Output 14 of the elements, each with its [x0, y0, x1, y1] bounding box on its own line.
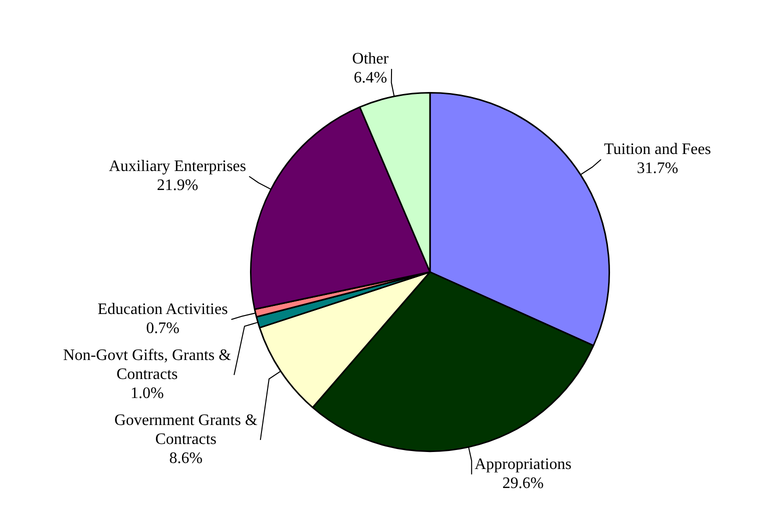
- slice-label: Appropriations: [474, 456, 572, 474]
- data-label: 21.9%: [156, 177, 198, 194]
- slice-label: Non-Govt Gifts, Grants & Contracts: [63, 347, 232, 384]
- data-label: 29.6%: [502, 475, 544, 492]
- slice-label: Tuition and Fees: [604, 141, 712, 158]
- slice-label: Education Activities: [98, 301, 228, 318]
- slice-label: Other: [352, 50, 390, 68]
- data-label: 0.7%: [146, 320, 180, 338]
- slice-label: Government Grants & Contracts: [114, 412, 258, 448]
- data-label: 1.0%: [130, 385, 164, 402]
- data-label: 6.4%: [354, 70, 388, 87]
- data-label: 8.6%: [169, 450, 203, 468]
- slice-label: Auxiliary Enterprises: [108, 158, 246, 176]
- data-label: 31.7%: [636, 160, 678, 178]
